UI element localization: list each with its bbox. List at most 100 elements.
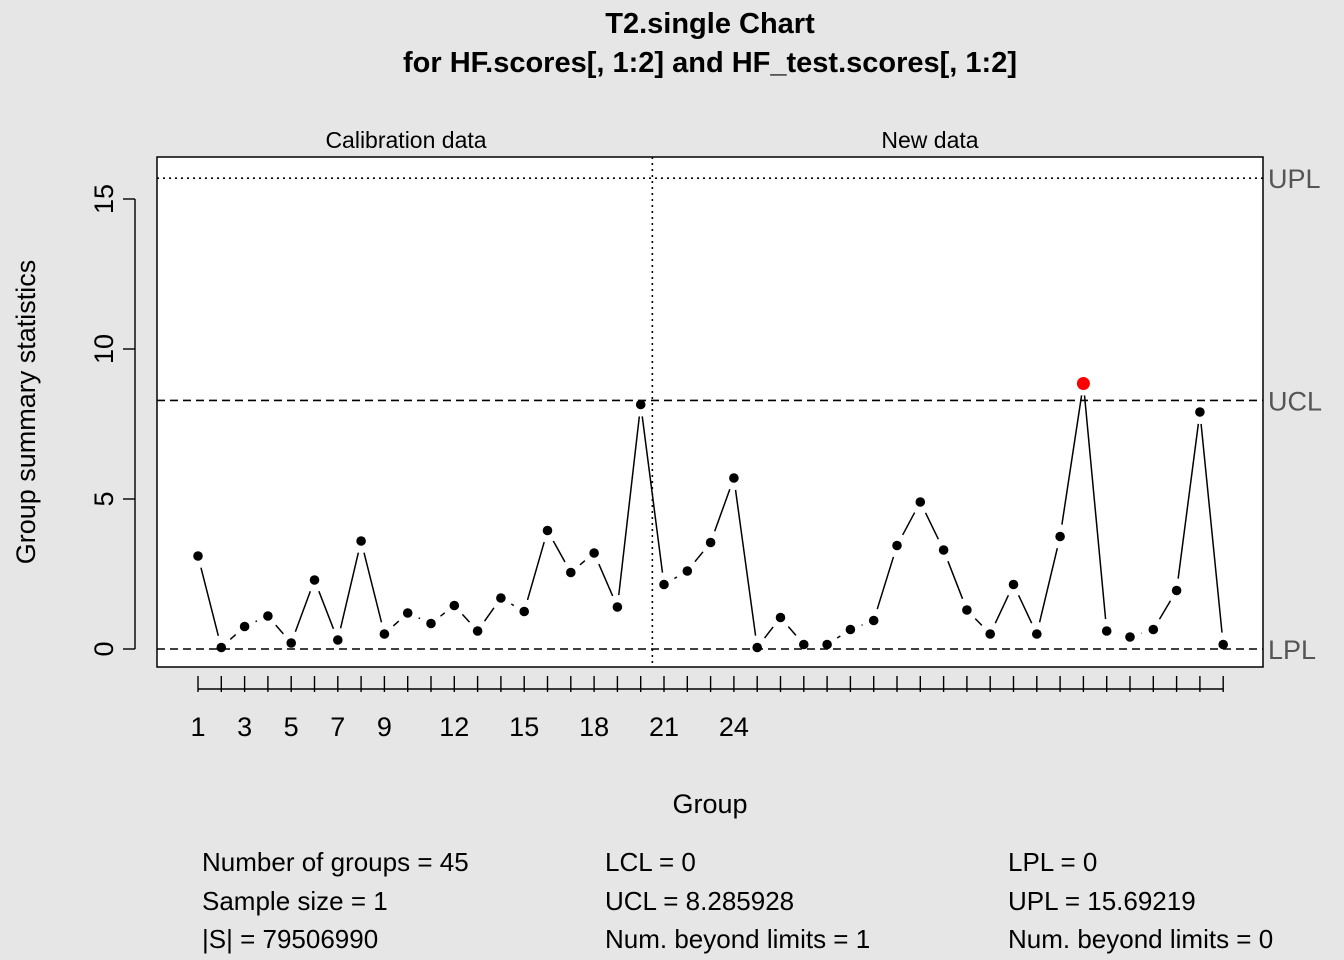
ucl-label: UCL — [1268, 386, 1322, 416]
y-tick-label: 15 — [89, 184, 119, 214]
y-tick-label: 0 — [89, 641, 119, 656]
upl-label: UPL — [1268, 164, 1321, 194]
data-point — [263, 611, 273, 621]
series-segment — [713, 489, 731, 532]
y-tick-label: 5 — [89, 491, 119, 506]
data-point — [426, 618, 436, 629]
data-point — [333, 635, 343, 645]
data-point — [659, 579, 669, 590]
series-segment — [674, 576, 678, 580]
data-series — [193, 377, 1228, 653]
y-axis: 0 5 10 15 — [89, 184, 136, 657]
data-point — [1032, 629, 1042, 639]
series-segment — [318, 590, 335, 630]
series-segment — [1083, 395, 1107, 620]
series-segment — [418, 617, 421, 620]
series-segment — [579, 560, 586, 566]
x-axis-title: Group — [672, 789, 747, 819]
x-tick-label: 5 — [284, 712, 299, 742]
data-point — [729, 473, 739, 483]
series-segment — [924, 512, 940, 540]
data-point — [356, 536, 366, 546]
data-point — [845, 624, 856, 635]
series-segment — [836, 635, 841, 639]
series-segment — [440, 612, 446, 617]
new-data-section-label: New data — [881, 127, 978, 153]
series-segment — [461, 613, 471, 623]
x-tick-label: 12 — [439, 712, 469, 742]
series-segment — [734, 489, 757, 636]
series-segment — [392, 620, 400, 627]
data-point — [216, 642, 227, 653]
series-segment — [483, 607, 495, 622]
series-segment — [526, 541, 545, 601]
data-point — [449, 600, 460, 611]
series-segment — [598, 563, 614, 597]
stats-number-of-groups: Number of groups = 45 — [202, 847, 469, 877]
series-segment — [902, 512, 916, 536]
data-point — [589, 548, 599, 558]
x-tick-label: 7 — [330, 712, 345, 742]
stats-lpl: LPL = 0 — [1008, 847, 1097, 877]
data-point-beyond-limits — [1076, 377, 1090, 390]
data-point — [892, 540, 902, 551]
data-point — [752, 642, 762, 653]
series-segment — [510, 603, 515, 607]
data-point — [915, 497, 926, 507]
data-point — [1101, 626, 1112, 636]
x-tick-label: 24 — [719, 712, 749, 742]
data-point — [496, 593, 506, 603]
data-point — [1125, 632, 1135, 642]
series-segment — [339, 552, 360, 629]
data-point — [193, 551, 203, 561]
stats-beyond-control-limits: Num. beyond limits = 1 — [605, 924, 870, 954]
y-axis-title: Group summary statistics — [11, 260, 41, 565]
series-segment — [994, 595, 1010, 624]
series-segment — [1177, 423, 1200, 579]
stats-sample-size: Sample size = 1 — [202, 886, 388, 916]
series-segment — [363, 552, 383, 623]
data-point — [379, 629, 390, 639]
data-point — [822, 639, 832, 650]
series-segment — [1017, 595, 1033, 624]
x-tick-label: 15 — [509, 712, 539, 742]
series-segment — [229, 633, 237, 641]
chart-subtitle: for HF.scores[, 1:2] and HF_test.scores[… — [403, 47, 1017, 79]
data-point — [705, 537, 716, 548]
data-point — [286, 638, 297, 648]
x-tick-label: 21 — [649, 712, 679, 742]
series-segment — [255, 620, 258, 623]
data-point — [1195, 407, 1205, 417]
data-point — [1008, 579, 1019, 590]
series-segment — [275, 624, 284, 635]
data-point — [1055, 531, 1065, 542]
series-segment — [641, 416, 664, 573]
x-tick-label: 3 — [237, 712, 252, 742]
data-point — [775, 612, 786, 623]
data-point — [938, 545, 949, 555]
data-point — [566, 567, 576, 578]
data-point — [309, 575, 320, 585]
x-tick-label: 1 — [190, 712, 205, 742]
chart-title: T2.single Chart — [605, 8, 815, 40]
series-segment — [1158, 600, 1172, 620]
lpl-lcl-label: LPL — [1268, 635, 1316, 665]
calibration-section-label: Calibration data — [325, 127, 486, 153]
series-segment — [763, 626, 774, 639]
data-point — [542, 525, 553, 536]
series-segment — [876, 556, 895, 610]
series-segment — [1200, 423, 1223, 633]
y-tick-label: 10 — [89, 334, 119, 364]
data-point — [1148, 624, 1159, 635]
data-point — [985, 629, 995, 639]
data-point — [1218, 639, 1228, 650]
data-point — [682, 566, 693, 576]
series-segment — [974, 618, 983, 626]
data-point — [635, 399, 646, 410]
stats-lcl: LCL = 0 — [605, 847, 696, 877]
stats-determinant: |S| = 79506990 — [202, 924, 378, 954]
x-tick-label: 18 — [579, 712, 609, 742]
data-point — [612, 602, 623, 612]
data-point — [1171, 585, 1182, 596]
series-segment — [947, 560, 964, 600]
